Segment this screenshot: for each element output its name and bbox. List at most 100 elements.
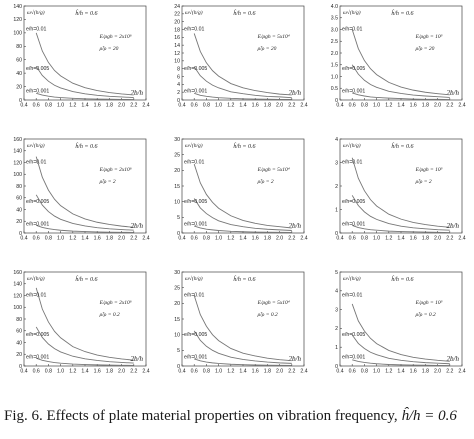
chart-panel-2: 0.4 0.6 0.8 1.0 1.2 1.4 1.6 1.8 2.0 2.2 2.40246810…	[174, 4, 307, 109]
x-tick-label: 1.2	[69, 369, 76, 375]
param-label: ρ̂/ρ = 0.2	[99, 312, 120, 318]
x-tick-label: 0.8	[203, 369, 210, 375]
ratio-label: ĥ/h = 0.6	[391, 9, 413, 17]
param-label: E/ρgh = 10³	[415, 34, 443, 40]
series-line-3	[36, 92, 134, 100]
x-tick-label: 0.4	[336, 369, 343, 375]
y-tick-label: 3	[335, 160, 338, 166]
y-tick-label: 140	[13, 149, 22, 155]
x-tick-label: 2.2	[130, 236, 137, 242]
y-tick-label: 160	[13, 270, 22, 276]
y-tick-label: 2	[335, 184, 338, 190]
series-line-3	[194, 92, 292, 100]
y-tick-label: 30	[174, 270, 180, 276]
x-axis-label: 2b/h	[131, 89, 144, 97]
y-tick-label: 8	[177, 66, 180, 72]
y-axis-label: ω√(h/g)	[343, 9, 361, 16]
series-line-3	[352, 225, 450, 233]
param-label: E/ρgh = 5x10⁴	[257, 34, 290, 40]
param-label: ρ̂/ρ = 0.2	[415, 312, 436, 318]
x-axis-label: 2b/h	[447, 222, 460, 230]
chart-panel-8: 0.4 0.6 0.8 1.0 1.2 1.4 1.6 1.8 2.0 2.2 2.4 0 5 10 15 2…	[174, 270, 307, 375]
x-tick-label: 2.0	[434, 236, 441, 242]
series-line-3	[194, 225, 292, 233]
ratio-label: ĥ/h = 0.6	[75, 275, 97, 283]
series-label: e/h=0.01	[26, 292, 46, 298]
x-tick-label: 0.8	[203, 236, 210, 242]
param-label: E/ρgh = 10³	[415, 167, 443, 173]
x-tick-label: 1.8	[422, 236, 429, 242]
series-label: e/h=0.005	[184, 199, 207, 205]
y-tick-label: 140	[13, 4, 22, 10]
y-tick-label: 25	[174, 285, 180, 291]
x-tick-label: 2.2	[446, 236, 453, 242]
series-line-2	[351, 64, 450, 98]
series-label: e/h=0.01	[184, 292, 204, 298]
x-tick-label: 1.0	[57, 369, 64, 375]
x-tick-label: 1.2	[385, 103, 392, 109]
y-tick-label: 20	[174, 301, 180, 307]
x-tick-label: 0.8	[45, 236, 52, 242]
y-axis-label: ω√(h/g)	[343, 142, 361, 149]
param-label: ρ̂/ρ = 2	[257, 179, 274, 185]
ratio-label: ĥ/h = 0.6	[75, 142, 97, 150]
x-tick-label: 2.2	[446, 103, 453, 109]
x-tick-label: 0.6	[33, 236, 40, 242]
series-label: e/h=0.005	[342, 199, 365, 205]
x-tick-label: 2.0	[276, 236, 283, 242]
series-label: e/h=0.01	[26, 159, 46, 165]
x-tick-label: 1.6	[252, 369, 259, 375]
series-label: e/h=0.001	[184, 221, 207, 227]
x-tick-label: 1.4	[397, 103, 404, 109]
x-tick-label: 2.2	[288, 103, 295, 109]
y-tick-label: 20	[16, 352, 22, 358]
chart-panel-5: 0.4 0.6 0.8 1.0 1.2 1.4 1.6 1.8 2.0 2.2 2.4 0 5 10 15 2…	[174, 137, 307, 242]
x-tick-label: 0.4	[20, 236, 27, 242]
series-line-1	[193, 33, 292, 96]
series-label: e/h=0.005	[184, 332, 207, 338]
y-tick-label: 6	[177, 74, 180, 80]
y-tick-label: 100	[13, 305, 22, 311]
x-tick-label: 2.0	[118, 103, 125, 109]
series-label: e/h=0.005	[342, 332, 365, 338]
y-tick-label: 25	[174, 152, 180, 158]
chart-panel-7: 0.4 0.6 0.8 1.0 1.2 1.4 1.6 1.8 2.0 2.2 2.4 0 20 40 60…	[13, 270, 149, 375]
series-line-2	[193, 198, 292, 231]
x-tick-label: 1.8	[106, 369, 113, 375]
y-axis-label: ω√(h/g)	[27, 275, 45, 282]
series-label: e/h=0.001	[342, 354, 365, 360]
plot-frame	[339, 5, 463, 101]
y-tick-label: 80	[16, 184, 22, 190]
param-label: ρ̂/ρ = 20	[415, 46, 435, 52]
x-tick-label: 1.0	[373, 236, 380, 242]
y-tick-label: 20	[16, 219, 22, 225]
x-tick-label: 2.4	[300, 369, 307, 375]
ratio-label: ĥ/h = 0.6	[233, 142, 255, 150]
y-tick-label: 5	[177, 348, 180, 354]
x-tick-label: 1.2	[69, 103, 76, 109]
x-tick-label: 2.0	[434, 103, 441, 109]
y-tick-label: 22	[174, 12, 180, 18]
series-label: e/h=0.01	[184, 26, 204, 32]
y-tick-label: 100	[13, 31, 22, 37]
x-tick-label: 1.8	[264, 236, 271, 242]
x-tick-label: 1.8	[106, 103, 113, 109]
y-tick-label: 4	[335, 137, 338, 143]
y-tick-label: 10	[174, 199, 180, 205]
x-tick-label: 0.4	[20, 369, 27, 375]
param-label: ρ̂/ρ = 2	[99, 179, 116, 185]
series-line-2	[35, 194, 134, 231]
series-label: e/h=0.01	[184, 159, 204, 165]
x-tick-label: 2.4	[458, 369, 465, 375]
x-tick-label: 1.2	[385, 236, 392, 242]
x-tick-label: 0.8	[361, 236, 368, 242]
plot-frame	[23, 5, 147, 101]
y-tick-label: 20	[16, 84, 22, 90]
series-label: e/h=0.005	[342, 66, 365, 72]
x-tick-label: 1.2	[227, 369, 234, 375]
series-line-3	[36, 357, 134, 366]
series-label: e/h=0.001	[342, 221, 365, 227]
series-line-3	[352, 92, 450, 100]
x-tick-label: 2.4	[142, 236, 149, 242]
y-axis-label: ω√(h/g)	[185, 9, 203, 16]
